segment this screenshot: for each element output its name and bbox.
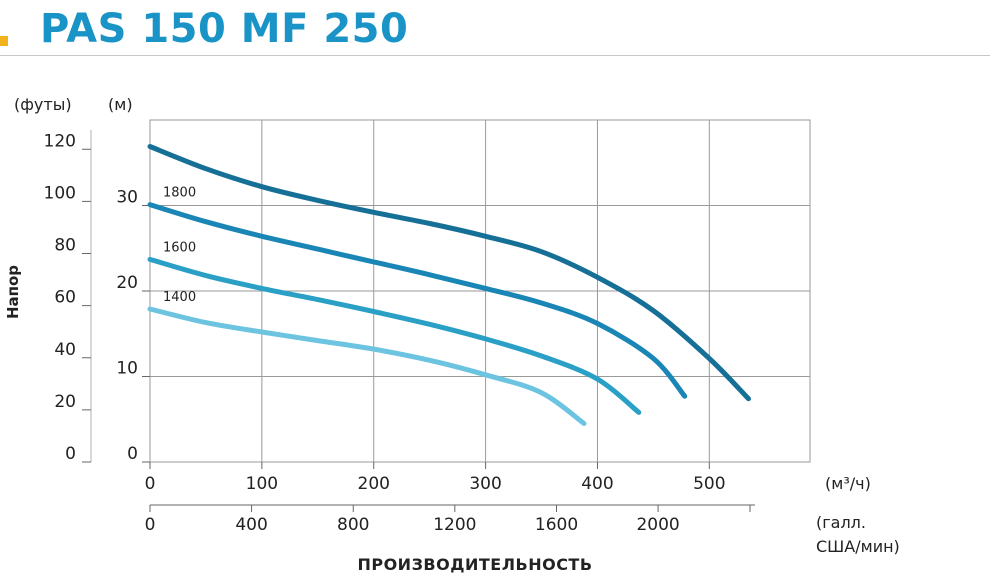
series-label-1600: 1600 xyxy=(163,240,196,255)
metre-tick-label: 10 xyxy=(116,359,138,379)
metre-tick-label: 20 xyxy=(116,273,138,293)
feet-tick-label: 20 xyxy=(54,392,76,412)
feet-tick-label: 40 xyxy=(54,340,76,360)
gpm-tick-label: 1600 xyxy=(535,515,578,535)
series-curve-2 xyxy=(147,256,642,415)
metre-unit-label: (м) xyxy=(108,95,133,114)
feet-tick-label: 0 xyxy=(65,444,76,464)
gpm-tick-label: 2000 xyxy=(636,515,679,535)
feet-tick-label: 120 xyxy=(44,131,76,151)
x-tick-label: 100 xyxy=(246,474,278,494)
series-curve-0 xyxy=(147,144,751,402)
gpm-tick-label: 1200 xyxy=(433,515,476,535)
series-curve-3 xyxy=(147,306,587,426)
x-tick-label: 200 xyxy=(358,474,390,494)
series-label-1400: 1400 xyxy=(163,290,196,305)
gpm-unit-label: (галл. xyxy=(816,513,866,532)
x-tick-label: 0 xyxy=(145,474,156,494)
x-tick-label: 400 xyxy=(581,474,613,494)
chart-axes xyxy=(82,130,755,512)
feet-tick-label: 60 xyxy=(54,288,76,308)
x-unit-label: (м³/ч) xyxy=(825,474,871,493)
gpm-tick-label: 800 xyxy=(337,515,369,535)
header-divider xyxy=(0,55,990,56)
metre-tick-label: 0 xyxy=(127,444,138,464)
series-curve-1 xyxy=(147,202,688,399)
chart-grid xyxy=(149,119,811,463)
series-label-1800: 1800 xyxy=(163,186,196,201)
gpm-unit-label: США/мин) xyxy=(816,537,900,556)
x-tick-label: 500 xyxy=(693,474,725,494)
gpm-tick-label: 0 xyxy=(145,515,156,535)
x-tick-label: 300 xyxy=(469,474,501,494)
page-title: PAS 150 MF 250 xyxy=(40,6,409,52)
feet-unit-label: (футы) xyxy=(14,95,72,114)
header-accent-mark xyxy=(0,36,8,46)
y-axis-title: Напор xyxy=(4,265,22,319)
feet-tick-label: 100 xyxy=(44,183,76,203)
x-axis-title: ПРОИЗВОДИТЕЛЬНОСТЬ xyxy=(357,555,592,574)
chart-series xyxy=(147,144,751,426)
gpm-tick-label: 400 xyxy=(235,515,267,535)
metre-tick-label: 30 xyxy=(116,188,138,208)
feet-tick-label: 80 xyxy=(54,236,76,256)
